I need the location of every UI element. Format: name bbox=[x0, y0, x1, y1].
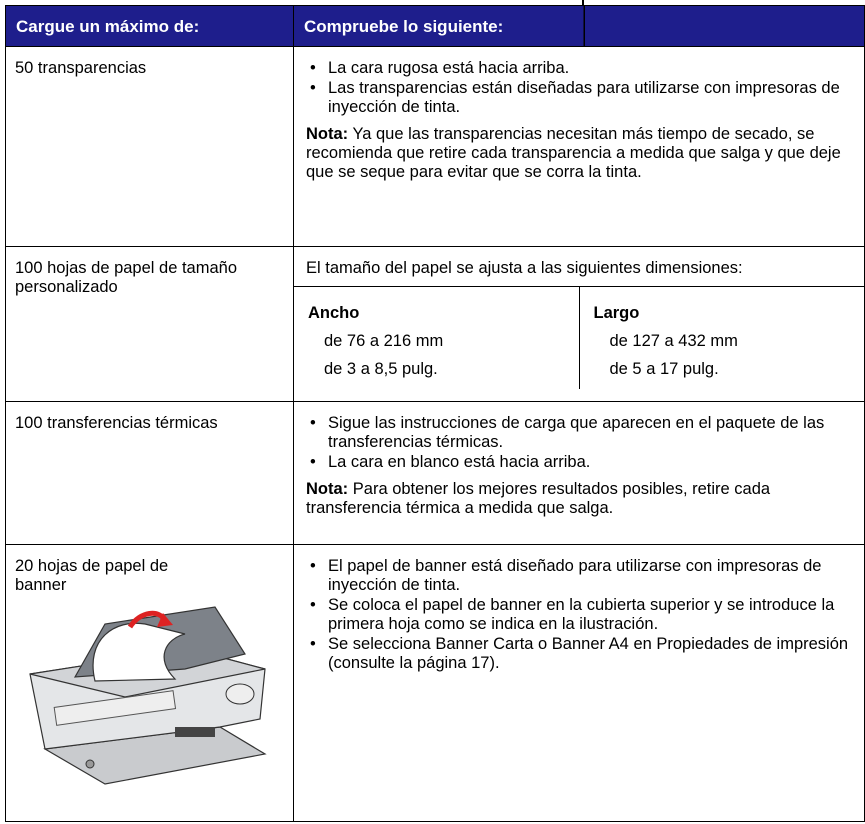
dimension-value: de 5 a 17 pulg. bbox=[609, 360, 719, 378]
intro-text: El tamaño del papel se ajusta a las sigu… bbox=[306, 259, 743, 277]
bullet: La cara en blanco está hacia arriba. bbox=[306, 453, 854, 472]
note: Nota: Ya que las transparencias necesita… bbox=[306, 125, 854, 182]
bullet-list: La cara rugosa está hacia arriba. Las tr… bbox=[306, 59, 854, 117]
bullet: Se selecciona Banner Carta o Banner A4 e… bbox=[306, 635, 854, 673]
bullet-list: El papel de banner está diseñado para ut… bbox=[306, 557, 854, 673]
bullet: Las transparencias están diseñadas para … bbox=[306, 79, 854, 117]
note-text: Ya que las transparencias necesitan más … bbox=[306, 125, 841, 181]
note-label: Nota: bbox=[306, 480, 349, 498]
row-content: Sigue las instrucciones de carga que apa… bbox=[293, 401, 865, 545]
row-label: 100 hojas de papel de tamaño personaliza… bbox=[5, 246, 294, 402]
row-content: El papel de banner está diseñado para ut… bbox=[293, 544, 865, 822]
printer-illustration bbox=[29, 606, 267, 785]
header-cell: Cargue un máximo de: bbox=[5, 5, 294, 47]
dimension-cell: Largo de 127 a 432 mm de 5 a 17 pulg. bbox=[578, 286, 864, 389]
column-divider bbox=[582, 0, 584, 6]
row: 20 hojas de papel de banner bbox=[5, 544, 865, 822]
row-label: 20 hojas de papel de banner bbox=[5, 544, 294, 822]
row-label: 50 transparencias bbox=[5, 46, 294, 247]
dimension-value: de 76 a 216 mm bbox=[324, 332, 444, 350]
dimension-heading: Ancho bbox=[308, 304, 360, 322]
row: 50 transparencias La cara rugosa está ha… bbox=[5, 46, 865, 247]
dimension-cell: Ancho de 76 a 216 mm de 3 a 8,5 pulg. bbox=[294, 286, 579, 389]
bullet: Sigue las instrucciones de carga que apa… bbox=[306, 414, 854, 452]
row-label: 100 transferencias térmicas bbox=[5, 401, 294, 545]
header-row: Cargue un máximo de: Compruebe lo siguie… bbox=[5, 5, 865, 47]
dimension-value: de 127 a 432 mm bbox=[609, 332, 738, 350]
bullet: El papel de banner está diseñado para ut… bbox=[306, 557, 854, 595]
label-text: 20 hojas de papel de banner bbox=[15, 557, 169, 594]
dimension-value: de 3 a 8,5 pulg. bbox=[324, 360, 438, 378]
bullet: La cara rugosa está hacia arriba. bbox=[306, 59, 854, 78]
row: 100 transferencias térmicas Sigue las in… bbox=[5, 401, 865, 545]
row-content: La cara rugosa está hacia arriba. Las tr… bbox=[293, 46, 865, 247]
row-content: El tamaño del papel se ajusta a las sigu… bbox=[293, 246, 865, 402]
dimensions-table: Ancho de 76 a 216 mm de 3 a 8,5 pulg. La… bbox=[294, 286, 864, 389]
media-table: Cargue un máximo de: Compruebe lo siguie… bbox=[5, 5, 865, 822]
note-label: Nota: bbox=[306, 125, 349, 143]
dimension-heading: Largo bbox=[593, 304, 640, 322]
bullet: Se coloca el papel de banner en la cubie… bbox=[306, 596, 854, 634]
note-text: Para obtener los mejores resultados posi… bbox=[306, 480, 771, 517]
bullet-list: Sigue las instrucciones de carga que apa… bbox=[306, 414, 854, 472]
row: 100 hojas de papel de tamaño personaliza… bbox=[5, 246, 865, 402]
header-cell: Compruebe lo siguiente: bbox=[293, 5, 865, 47]
note: Nota: Para obtener los mejores resultado… bbox=[306, 480, 854, 518]
